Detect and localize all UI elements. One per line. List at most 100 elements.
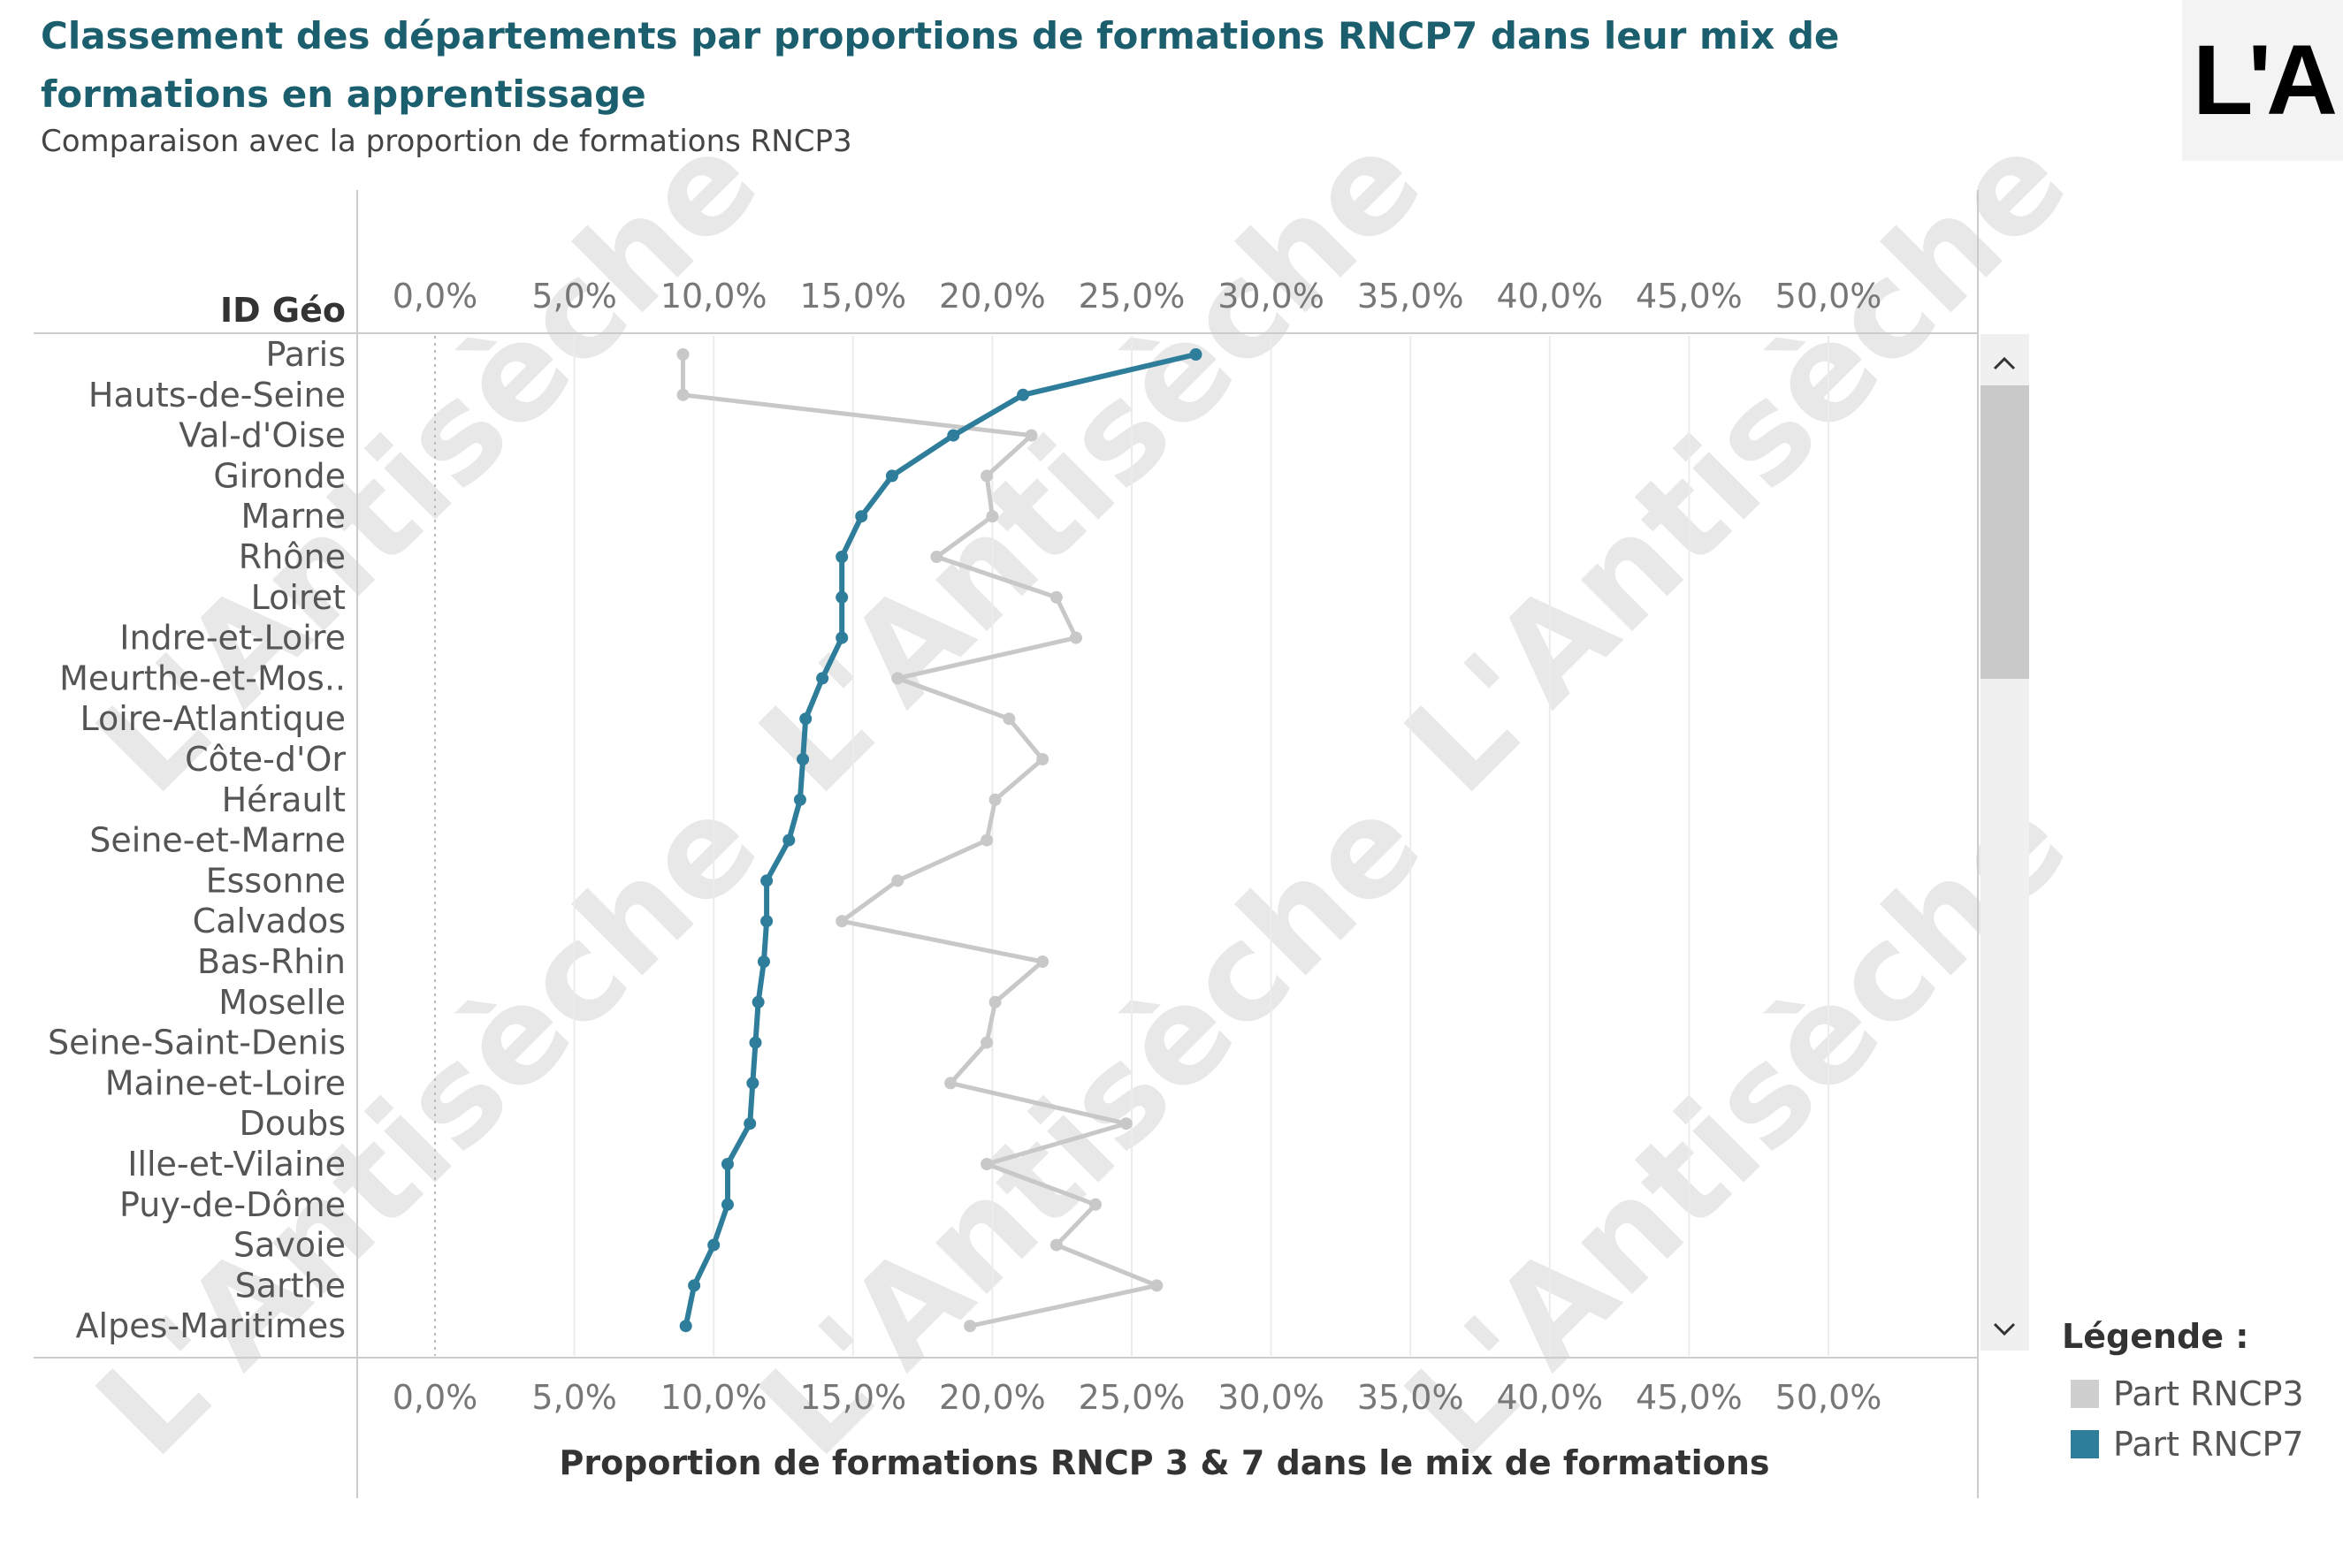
data-point[interactable]	[930, 551, 943, 563]
data-point[interactable]	[1089, 1198, 1103, 1211]
legend-label-rncp7: Part RNCP7	[2113, 1425, 2304, 1464]
tick-label-bottom: 5,0%	[531, 1378, 617, 1417]
data-point[interactable]	[944, 1077, 958, 1090]
tick-label-bottom: 45,0%	[1636, 1378, 1743, 1417]
data-point[interactable]	[1017, 388, 1030, 401]
grid-layer	[434, 336, 1829, 1356]
data-point[interactable]	[752, 995, 765, 1009]
data-point[interactable]	[744, 1117, 757, 1130]
tick-labels: 0,0% 0,0% 5,0% 5,0% 10,0% 10,0% 15,0% 15,0% 20,0…	[393, 277, 1882, 1417]
scrollbar[interactable]	[1980, 334, 2029, 1351]
data-point[interactable]	[981, 1036, 994, 1049]
data-point[interactable]	[885, 469, 898, 483]
tick-label-top: 0,0%	[393, 277, 478, 316]
data-point[interactable]	[1003, 712, 1016, 726]
category-label: Hérault	[222, 780, 346, 819]
category-label: Hauts-de-Seine	[88, 376, 346, 415]
category-label: Seine-Saint-Denis	[48, 1024, 346, 1062]
legend-item-rncp7: Part RNCP7	[2071, 1425, 2304, 1464]
category-label: Val-d'Oise	[179, 416, 346, 455]
data-point[interactable]	[797, 753, 810, 765]
scroll-down-icon[interactable]	[1993, 1322, 2016, 1336]
category-label: Savoie	[233, 1226, 346, 1265]
data-point[interactable]	[964, 1320, 977, 1333]
tick-label-bottom: 30,0%	[1217, 1378, 1324, 1417]
data-point[interactable]	[760, 874, 774, 887]
data-point[interactable]	[988, 793, 1002, 806]
data-point[interactable]	[1049, 1238, 1063, 1252]
tick-label-bottom: 50,0%	[1775, 1378, 1882, 1417]
data-point[interactable]	[816, 672, 829, 685]
category-label: Loire-Atlantique	[80, 699, 346, 738]
tick-label-top: 40,0%	[1496, 277, 1603, 316]
data-point[interactable]	[676, 348, 690, 361]
data-point[interactable]	[891, 874, 904, 887]
data-point[interactable]	[1119, 1117, 1133, 1130]
data-point[interactable]	[836, 590, 849, 604]
data-point[interactable]	[836, 551, 849, 563]
data-point[interactable]	[981, 833, 994, 847]
tick-label-top: 5,0%	[531, 277, 617, 316]
data-point[interactable]	[749, 1036, 762, 1049]
tick-label-bottom: 20,0%	[939, 1378, 1046, 1417]
tick-label-top: 15,0%	[799, 277, 906, 316]
tick-label-bottom: 0,0%	[393, 1378, 478, 1417]
data-point[interactable]	[988, 995, 1002, 1009]
data-point[interactable]	[981, 469, 994, 483]
category-label: Alpes-Maritimes	[76, 1306, 346, 1345]
tick-label-top: 10,0%	[660, 277, 767, 316]
data-point[interactable]	[986, 510, 999, 523]
category-label: Loiret	[251, 578, 346, 617]
tick-label-bottom: 40,0%	[1496, 1378, 1603, 1417]
data-point[interactable]	[981, 1158, 994, 1170]
tick-label-top: 20,0%	[939, 277, 1046, 316]
category-labels: ParisHauts-de-SeineVal-d'OiseGirondeMarn…	[48, 335, 346, 1345]
data-point[interactable]	[836, 915, 849, 928]
brand-logo: L'A	[2182, 0, 2343, 161]
data-point[interactable]	[707, 1238, 721, 1252]
data-point[interactable]	[1069, 631, 1082, 644]
data-point[interactable]	[679, 1320, 692, 1333]
data-point[interactable]	[721, 1158, 734, 1170]
tick-label-bottom: 35,0%	[1357, 1378, 1464, 1417]
legend-item-rncp3: Part RNCP3	[2071, 1374, 2304, 1413]
category-label: Sarthe	[235, 1266, 346, 1305]
data-point[interactable]	[688, 1279, 701, 1292]
data-point[interactable]	[1189, 348, 1202, 361]
data-point[interactable]	[836, 631, 849, 644]
tick-label-top: 35,0%	[1357, 277, 1464, 316]
data-point[interactable]	[793, 793, 806, 806]
data-point[interactable]	[1049, 590, 1063, 604]
data-point[interactable]	[757, 955, 770, 968]
category-label: Puy-de-Dôme	[119, 1185, 346, 1224]
frame-layer: ID Géo Proportion de formations RNCP 3 &…	[34, 190, 1979, 1498]
category-label: Ille-et-Vilaine	[127, 1145, 346, 1184]
data-point[interactable]	[947, 429, 960, 442]
scroll-up-icon[interactable]	[1993, 356, 2016, 370]
data-point[interactable]	[891, 672, 904, 685]
category-label: Indre-et-Loire	[119, 619, 346, 658]
category-label: Gironde	[213, 456, 346, 495]
data-point[interactable]	[1150, 1279, 1164, 1292]
watermark-text: L'Antisèche	[731, 103, 1450, 822]
data-point[interactable]	[721, 1198, 734, 1211]
data-point[interactable]	[746, 1077, 759, 1090]
tick-label-top: 30,0%	[1217, 277, 1324, 316]
tick-label-top: 25,0%	[1079, 277, 1186, 316]
data-point[interactable]	[760, 915, 774, 928]
scrollbar-thumb[interactable]	[1980, 385, 2029, 679]
category-label: Calvados	[193, 902, 346, 940]
row-header: ID Géo	[220, 291, 346, 330]
data-point[interactable]	[782, 833, 796, 847]
category-label: Doubs	[239, 1104, 346, 1143]
data-point[interactable]	[1025, 429, 1038, 442]
data-point[interactable]	[799, 712, 813, 726]
category-label: Maine-et-Loire	[105, 1063, 346, 1102]
data-point[interactable]	[1036, 955, 1049, 968]
chart-subtitle: Comparaison avec la proportion de format…	[41, 124, 852, 159]
data-point[interactable]	[855, 510, 868, 523]
data-point[interactable]	[676, 388, 690, 401]
tick-label-bottom: 15,0%	[799, 1378, 906, 1417]
series-layer	[676, 348, 1202, 1333]
data-point[interactable]	[1036, 753, 1049, 765]
